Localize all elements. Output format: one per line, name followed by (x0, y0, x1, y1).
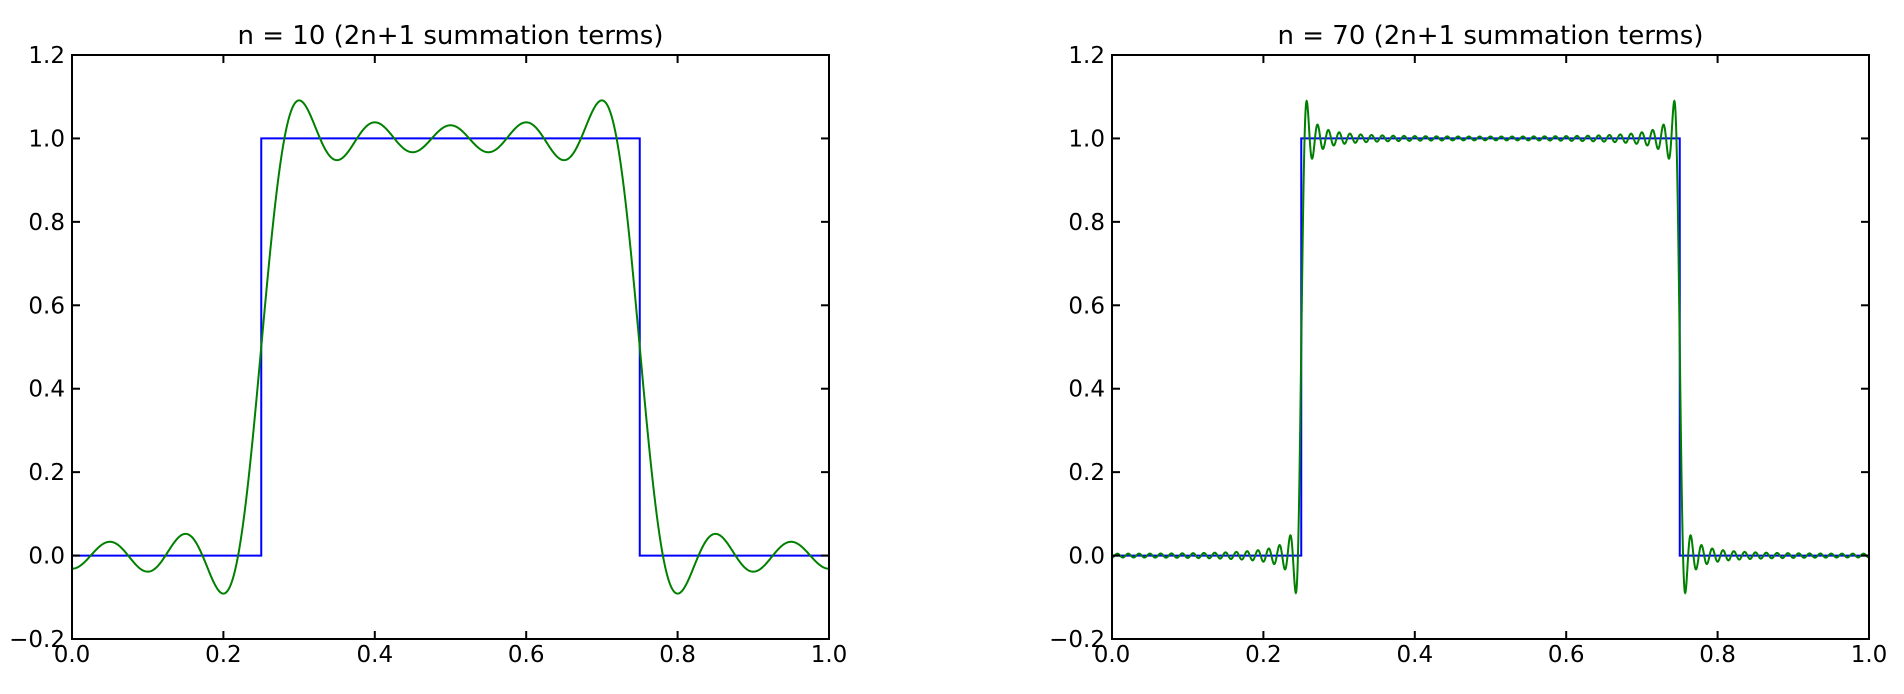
x-tick-label: 0.4 (1397, 642, 1434, 668)
x-tick-label: 0.2 (205, 642, 242, 668)
y-tick-label: 0.8 (28, 210, 65, 236)
y-tick-label: 0.8 (1068, 210, 1105, 236)
y-tick-label: 0.6 (1068, 293, 1105, 319)
y-tick-label: 1.0 (28, 126, 65, 152)
y-tick-label: 0.4 (28, 377, 65, 403)
plot-n10: 0.0 0.2 0.4 0.6 0.8 1.0−0.20.00.20.40.60.81.0… (9, 43, 847, 668)
axes-frame (1111, 54, 1870, 640)
y-tick-label: 1.2 (1068, 43, 1105, 69)
fourier-sum-line (1111, 99, 1870, 595)
x-tick-label: 0.8 (1699, 642, 1736, 668)
plot-n70: 0.0 0.2 0.4 0.6 0.8 1.0−0.20.00.20.40.60.81.0… (1049, 43, 1887, 668)
y-tick-label: 0.2 (28, 460, 65, 486)
y-tick-label: 0.4 (1068, 377, 1105, 403)
x-tick-label: 0.6 (1548, 642, 1585, 668)
x-tick-label: 0.4 (357, 642, 394, 668)
y-tick-label: −0.2 (9, 627, 65, 653)
y-tick-label: −0.2 (1049, 627, 1105, 653)
x-tick-label: 0.2 (1245, 642, 1282, 668)
y-tick-label: 0.0 (1068, 544, 1105, 570)
axes-frame (71, 54, 830, 640)
x-tick-label: 0.6 (508, 642, 545, 668)
y-tick-label: 0.0 (28, 544, 65, 570)
x-tick-label: 0.0 (54, 642, 91, 668)
fourier-sum-line (71, 99, 830, 595)
x-tick-label: 0.8 (659, 642, 696, 668)
x-tick-label: 1.0 (1851, 642, 1888, 668)
x-tick-label: 0.0 (1094, 642, 1131, 668)
y-tick-label: 1.0 (1068, 126, 1105, 152)
y-tick-label: 0.6 (28, 293, 65, 319)
square-wave-line (1112, 137, 1869, 557)
y-tick-label: 1.2 (28, 43, 65, 69)
y-tick-label: 0.2 (1068, 460, 1105, 486)
square-wave-line (72, 137, 829, 557)
x-tick-label: 1.0 (811, 642, 848, 668)
plot-title-n70: n = 70 (2n+1 summation terms) (1277, 21, 1704, 51)
plot-title-n10: n = 10 (2n+1 summation terms) (237, 21, 664, 51)
